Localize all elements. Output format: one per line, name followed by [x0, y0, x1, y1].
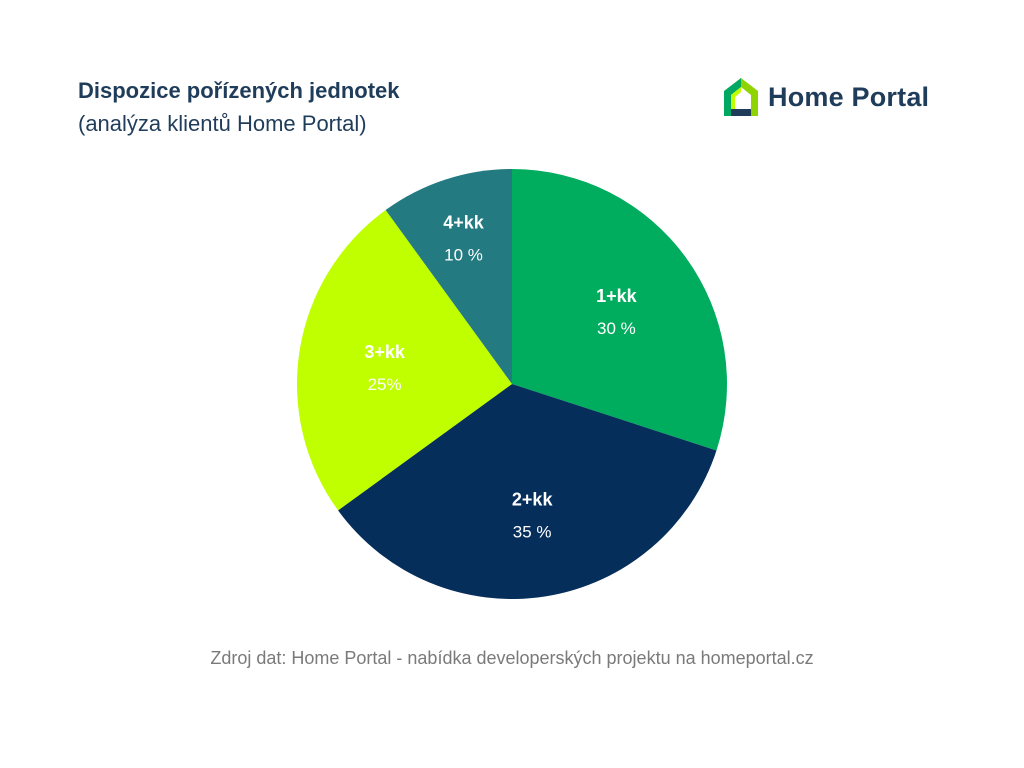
slice-label: 3+kk: [364, 342, 406, 362]
slice-value-label: 35 %: [513, 522, 552, 541]
slice-value-label: 30 %: [597, 319, 636, 338]
pie-slice-4pluskk: [385, 169, 512, 384]
slice-value-label: 25%: [368, 375, 402, 394]
pie-slice-3pluskk: [297, 210, 512, 511]
slice-label: 4+kk: [443, 213, 485, 233]
pie-slices: [297, 169, 727, 599]
pie-slice-1pluskk: [512, 169, 727, 451]
pie-chart: 1+kk 30 % 2+kk 35 % 3+kk 25% 4+kk 10 %: [297, 169, 727, 599]
pie-labels: 1+kk 30 % 2+kk 35 % 3+kk 25% 4+kk 10 %: [364, 213, 637, 542]
slice-value-label: 10 %: [444, 246, 483, 265]
house-logo-icon: [724, 78, 758, 116]
slice-label: 2+kk: [512, 489, 554, 509]
home-portal-logo: Home Portal: [722, 76, 929, 118]
logo-text: Home Portal: [768, 81, 930, 112]
data-source-note: Zdroj dat: Home Portal - nabídka develop…: [210, 648, 814, 668]
pie-slice-2pluskk: [338, 384, 717, 599]
chart-title: Dispozice pořízených jednotek: [78, 78, 400, 103]
chart-subtitle: (analýza klientů Home Portal): [78, 111, 367, 136]
slice-label: 1+kk: [596, 286, 638, 306]
